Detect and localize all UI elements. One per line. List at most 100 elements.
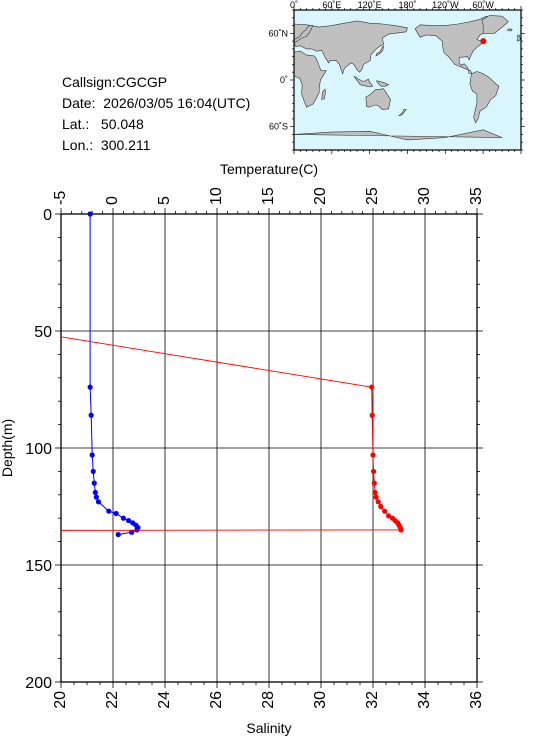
salinity-point — [378, 503, 384, 510]
salinity-point — [373, 494, 379, 500]
temperature-point — [87, 211, 93, 217]
new-zealand-land — [398, 109, 407, 117]
temperature-tick-label: -5 — [52, 191, 69, 205]
salinity-tick-label: 34 — [416, 691, 433, 709]
temperature-point — [90, 468, 96, 474]
temperature-point — [95, 499, 102, 505]
temperature-point — [106, 508, 112, 514]
map-lat-label: 60˚S — [269, 122, 288, 132]
temperature-point — [93, 494, 99, 500]
temperature-point — [115, 531, 121, 538]
depth-tick-label: 50 — [34, 324, 52, 341]
temperature-point — [88, 412, 94, 418]
map-lat-label: 0˚ — [280, 75, 288, 85]
australia-land — [365, 88, 391, 110]
salinity-point — [396, 522, 402, 528]
temperature-point — [91, 480, 97, 486]
temperature-tick-label: 5 — [156, 196, 173, 205]
date-label: Date: — [62, 95, 96, 111]
temperature-point — [130, 520, 136, 526]
salinity-profile-line — [371, 387, 402, 531]
lat-row: Lat.: 50.048 — [62, 114, 250, 135]
salinity-point — [369, 412, 375, 418]
temperature-point — [113, 510, 119, 517]
temperature-point — [135, 524, 141, 531]
map-lon-label: 60˚W — [472, 0, 494, 10]
salinity-axis-label: Salinity — [246, 720, 291, 736]
papua-land — [376, 80, 390, 87]
salinity-point — [389, 515, 396, 521]
lon-value: 300.211 — [100, 137, 151, 153]
temperature-point — [129, 529, 135, 535]
salinity-tick-label: 36 — [468, 691, 485, 709]
salinity-point — [371, 480, 377, 486]
depth-tick-label: 100 — [25, 441, 52, 458]
callsign-label: Callsign: — [62, 74, 116, 90]
map-lon-label: 0˚ — [290, 0, 298, 10]
temperature-point — [120, 515, 126, 521]
salinity-point — [392, 517, 398, 524]
salinity-point — [370, 468, 377, 474]
temperature-tick-label: 35 — [468, 187, 485, 205]
eurasia-land — [293, 20, 408, 75]
depth-tick-label: 150 — [25, 558, 52, 575]
salinity-connector-line — [60, 336, 372, 388]
salinity-tick-label: 30 — [312, 691, 329, 709]
salinity-point — [397, 524, 403, 531]
map-lon-label: 120˚W — [432, 0, 459, 10]
temperature-tick-label: 20 — [312, 187, 329, 205]
depth-tick-label: 0 — [43, 207, 52, 224]
salinity-tick-label: 28 — [260, 691, 277, 709]
south-america-land — [469, 71, 500, 124]
callsign-value: CGCGP — [115, 74, 168, 90]
salinity-point — [372, 489, 378, 496]
world-map: 0˚ 60˚E 120˚E 180˚ 120˚W 60˚W 60˚N 0˚ 60˚S — [268, 0, 525, 154]
europe-west-land — [293, 25, 314, 44]
salinity-point — [395, 520, 401, 526]
salinity-point — [370, 452, 376, 458]
map-lon-label: 180˚ — [398, 0, 416, 10]
salinity-point — [375, 499, 381, 505]
temperature-point — [92, 489, 98, 496]
plot-frame — [60, 213, 478, 683]
salinity-tick-label: 26 — [208, 691, 225, 709]
depth-axis-label: Depth(m) — [0, 419, 15, 477]
temperature-tick-label: 15 — [260, 187, 277, 205]
temperature-tick-label: 0 — [104, 196, 121, 205]
temperature-point — [126, 517, 132, 524]
date-value: 2026/03/05 16:04(UTC) — [103, 95, 251, 111]
salinity-point — [386, 513, 392, 519]
lon-row: Lon.: 300.211 — [62, 135, 250, 156]
lat-value: 50.048 — [100, 116, 144, 132]
temperature-profile-line — [89, 214, 139, 536]
temperature-tick-label: 30 — [416, 187, 433, 205]
madagascar-land — [321, 88, 326, 100]
japan-land — [375, 44, 384, 57]
salinity-point — [369, 384, 375, 390]
indonesia-land — [353, 75, 374, 88]
temperature-point — [89, 452, 95, 458]
salinity-point — [382, 508, 388, 514]
lat-label: Lat.: — [62, 116, 90, 132]
salinity-tick-label: 22 — [104, 691, 121, 709]
north-america-land — [414, 15, 503, 75]
temperature-point — [134, 527, 140, 533]
temperature-point — [87, 384, 93, 390]
salinity-tick-label: 32 — [364, 691, 381, 709]
uk-land — [516, 34, 521, 42]
callsign-row: Callsign:CGCGP — [62, 72, 250, 93]
salinity-point — [398, 527, 404, 533]
salinity-tick-label: 24 — [156, 691, 173, 709]
temperature-axis-label: Temperature(C) — [220, 161, 318, 177]
lon-label: Lon.: — [62, 137, 94, 153]
salinity-tick-label: 20 — [52, 691, 69, 709]
greenland-land — [481, 15, 509, 34]
temperature-tick-label: 10 — [208, 187, 225, 205]
date-row: Date: 2026/03/05 16:04(UTC) — [62, 93, 250, 114]
map-lon-label: 60˚E — [322, 0, 341, 10]
depth-tick-label: 200 — [25, 675, 52, 692]
temperature-tick-label: 25 — [364, 187, 381, 205]
africa-land — [293, 50, 327, 108]
station-marker — [480, 38, 487, 45]
iceland-land — [506, 28, 513, 32]
